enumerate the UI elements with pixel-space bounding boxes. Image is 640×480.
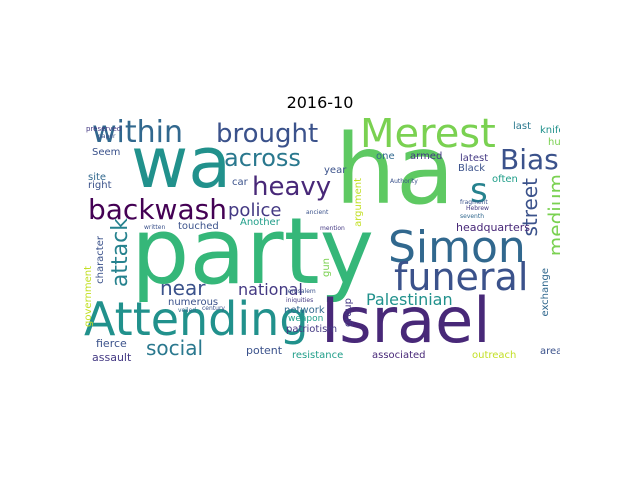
word-gun: gun xyxy=(321,258,332,278)
word-party: party xyxy=(131,198,375,305)
word-bias: Bias xyxy=(500,143,559,176)
word-numerous: numerous xyxy=(168,297,219,308)
word-seem: Seem xyxy=(92,147,121,158)
word-ha: ha xyxy=(335,118,455,226)
word-hebrew: Hebrew xyxy=(466,205,489,212)
word-heavy: heavy xyxy=(252,172,332,202)
word-authority: Authority xyxy=(390,178,418,185)
word-merest: Merest xyxy=(360,118,496,157)
chart-title: 2016-10 xyxy=(286,93,354,112)
word-touched: touched xyxy=(178,221,219,232)
word-medium: medium xyxy=(544,174,560,257)
word-across: across xyxy=(224,144,301,172)
word-government: government xyxy=(83,266,94,327)
word-preserved: preserved xyxy=(86,125,122,133)
word-site: site xyxy=(88,172,107,183)
word-headquarters: headquarters xyxy=(456,221,531,234)
word-wa: wa xyxy=(131,122,232,204)
word-associated: associated xyxy=(372,350,426,361)
word-seventh: seventh xyxy=(460,213,485,220)
word-attending: Attending xyxy=(84,292,309,346)
word-often: often xyxy=(492,174,518,185)
word-mention: mention xyxy=(320,225,345,232)
word-century: century xyxy=(202,305,225,312)
word-simon: Simon xyxy=(388,222,526,273)
word-near: near xyxy=(160,276,206,300)
word-palestinian: Palestinian xyxy=(366,290,453,309)
word-social: social xyxy=(146,336,204,360)
word-resistance: resistance xyxy=(292,350,344,361)
word-area: area xyxy=(540,346,560,357)
word-group: group xyxy=(343,298,354,328)
word-israel: Israel xyxy=(321,284,491,357)
word-veiled: veiled xyxy=(178,307,197,314)
word-within: within xyxy=(92,118,183,150)
word-fragment: fragment xyxy=(460,199,488,206)
word-armed: armed xyxy=(410,151,443,162)
word-year: year xyxy=(324,165,347,176)
word-potent: potent xyxy=(246,344,283,357)
word-fierce: fierce xyxy=(96,337,127,350)
word-latest: latest xyxy=(460,153,489,164)
word-human: human xyxy=(548,137,560,148)
word-brought: brought xyxy=(216,119,319,149)
word-character: character xyxy=(95,236,106,284)
word-one: one xyxy=(376,151,395,162)
word-police: police xyxy=(228,200,282,221)
word-national: national xyxy=(238,280,303,299)
word-backwash: backwash xyxy=(88,193,227,226)
word-s: s xyxy=(470,171,488,211)
word-outreach: outreach xyxy=(472,350,517,361)
word-weapon: weapon xyxy=(288,314,324,324)
word-exchange: exchange xyxy=(540,268,551,317)
word-paper: paper xyxy=(98,133,116,140)
word-last: last xyxy=(513,121,532,132)
word-assault: assault xyxy=(92,351,132,364)
word-iniquities: iniquities xyxy=(286,297,314,304)
word-ancient: ancient xyxy=(306,209,329,216)
word-network: network xyxy=(284,305,325,316)
word-car: car xyxy=(232,177,248,188)
word-knife: knife xyxy=(540,125,560,136)
word-black: Black xyxy=(458,163,486,174)
word-argument: argument xyxy=(353,178,364,227)
word-patriotism: patriotism xyxy=(286,324,338,335)
word-jerusalem: Jerusalem xyxy=(286,288,316,295)
word-another: Another xyxy=(240,217,280,228)
word-cloud: wa ha party Israel Attending Simon Meres… xyxy=(80,118,560,365)
word-right: right xyxy=(88,180,112,191)
word-attack: attack xyxy=(108,218,133,288)
word-funeral: funeral xyxy=(394,255,529,299)
word-written: written xyxy=(144,224,166,231)
